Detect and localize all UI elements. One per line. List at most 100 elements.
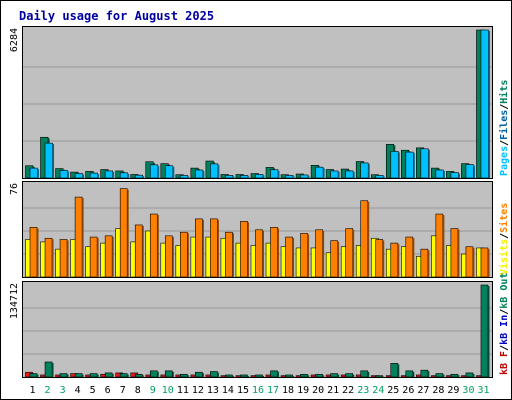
- bar-kb-out: [360, 370, 370, 378]
- panel-hits-ymax-label: 6284: [9, 28, 20, 52]
- bar-side: [202, 219, 204, 277]
- bar-face: [104, 170, 113, 179]
- bar-face: [164, 370, 173, 378]
- bar-side: [367, 371, 370, 377]
- bar-sites: [315, 229, 325, 278]
- bar-side: [187, 233, 189, 277]
- x-axis-day-labels: 1 2 3 4 5 6 7 8 9 10 11 12 13 14 15 16 17 18 19 20 21 22 23 24 2…: [30, 385, 490, 396]
- bar-pages: [74, 173, 85, 179]
- day-label: 12: [192, 385, 204, 396]
- bar-pages: [300, 174, 310, 179]
- bar-kb-out: [375, 375, 385, 378]
- bar-face: [195, 218, 203, 278]
- bar-sites: [420, 248, 430, 278]
- bar-side: [413, 153, 415, 178]
- bar-sites: [240, 221, 249, 278]
- day-label: 24: [372, 385, 384, 396]
- bar-face: [345, 373, 353, 378]
- bar-side: [127, 189, 129, 277]
- bar-face: [119, 373, 128, 378]
- bar-face: [74, 173, 83, 179]
- bar-sites: [74, 196, 84, 278]
- bar-face: [420, 248, 429, 278]
- bar-face: [240, 374, 248, 378]
- bar-face: [375, 239, 384, 278]
- bar-side: [488, 31, 490, 178]
- bar-pages: [315, 166, 325, 179]
- day-label: 31: [477, 385, 489, 396]
- bar-face: [29, 227, 38, 278]
- bar-side: [217, 164, 220, 178]
- bar-face: [225, 374, 233, 378]
- bar-pages: [270, 169, 280, 179]
- bar-side: [322, 230, 325, 277]
- bar-kb-out: [480, 284, 490, 378]
- bar-side: [308, 175, 310, 178]
- bar-face: [360, 200, 369, 278]
- panel-kbytes-ymax-label: 134712: [9, 283, 20, 319]
- day-label: 27: [417, 385, 429, 396]
- bar-face: [315, 229, 323, 278]
- bar-face: [390, 363, 399, 378]
- bar-kb-out: [29, 373, 39, 378]
- bar-kb-out: [390, 363, 400, 378]
- bar-face: [195, 371, 203, 378]
- bar-kb-out: [164, 370, 174, 378]
- bar-face: [450, 228, 459, 278]
- bar-face: [104, 372, 113, 378]
- bar-face: [345, 228, 353, 278]
- bar-face: [480, 284, 489, 378]
- bar-face: [345, 170, 354, 179]
- bar-pages: [44, 142, 55, 179]
- bar-sites: [285, 236, 295, 278]
- bar-sites: [119, 188, 129, 278]
- bar-side: [262, 375, 264, 377]
- bar-kb-out: [465, 372, 475, 378]
- bar-pages: [465, 164, 475, 179]
- bar-face: [435, 213, 444, 278]
- bar-face: [149, 164, 159, 179]
- bar-side: [352, 229, 355, 277]
- bar-side: [232, 233, 234, 277]
- bar-sites: [270, 227, 280, 278]
- bar-side: [232, 176, 235, 178]
- bar-pages: [450, 172, 460, 179]
- bar-side: [352, 374, 355, 377]
- bar-face: [405, 151, 414, 179]
- bar-face: [465, 372, 474, 378]
- panel-kbytes-legend: kB F/kB In/kB Out: [499, 273, 510, 375]
- bar-face: [240, 221, 248, 278]
- legend-entry: Hits: [498, 80, 510, 104]
- bar-side: [382, 240, 385, 277]
- bar-face: [29, 167, 38, 179]
- bar-face: [164, 165, 174, 179]
- panel-visits-ymax-label: 76: [9, 183, 20, 195]
- bar-face: [300, 174, 309, 179]
- day-label: 30: [462, 385, 474, 396]
- bar-side: [487, 248, 490, 277]
- bar-kb-out: [195, 371, 204, 378]
- bar-kb-out: [300, 373, 310, 378]
- bar-side: [458, 173, 460, 178]
- bar-face: [330, 170, 339, 179]
- day-label: 6: [105, 385, 111, 396]
- panel-visits-legend: Visits/Sites: [498, 203, 510, 275]
- bar-side: [172, 166, 175, 178]
- bar-side: [383, 176, 385, 178]
- bar-side: [427, 371, 430, 377]
- bar-kb-out: [180, 373, 189, 378]
- bar-face: [450, 172, 459, 179]
- bar-pages: [390, 151, 400, 179]
- bar-side: [202, 373, 204, 377]
- day-label: 20: [312, 385, 324, 396]
- day-label: 29: [447, 385, 459, 396]
- bar-kb-out: [450, 373, 460, 378]
- bar-face: [119, 172, 128, 179]
- bar-face: [74, 196, 83, 278]
- bar-pages: [360, 162, 370, 179]
- day-label: 16: [252, 385, 264, 396]
- day-label: 8: [135, 385, 141, 396]
- bar-kb-out: [255, 374, 264, 378]
- bar-side: [368, 163, 370, 178]
